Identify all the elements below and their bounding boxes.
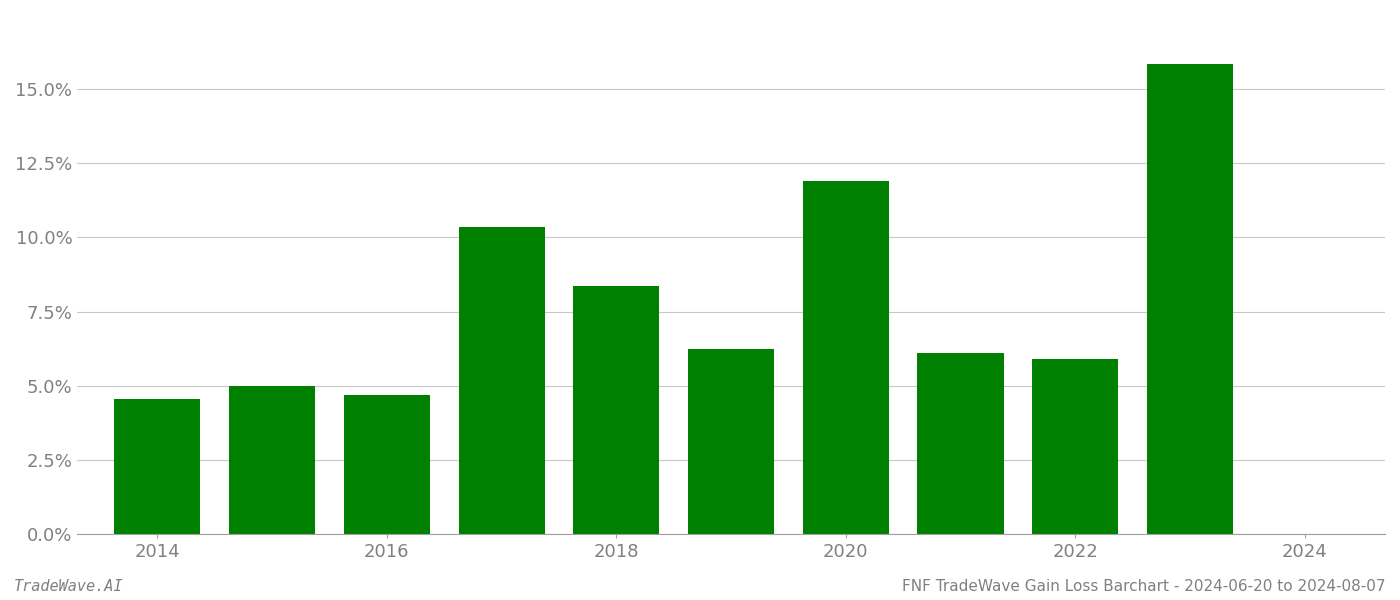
Bar — [802, 181, 889, 534]
Bar — [459, 227, 545, 534]
Bar — [1032, 359, 1119, 534]
Bar — [344, 395, 430, 534]
Bar — [115, 399, 200, 534]
Bar — [574, 286, 659, 534]
Bar — [1147, 64, 1233, 534]
Bar — [917, 353, 1004, 534]
Bar — [687, 349, 774, 534]
Bar — [230, 386, 315, 534]
Text: TradeWave.AI: TradeWave.AI — [14, 579, 123, 594]
Text: FNF TradeWave Gain Loss Barchart - 2024-06-20 to 2024-08-07: FNF TradeWave Gain Loss Barchart - 2024-… — [903, 579, 1386, 594]
